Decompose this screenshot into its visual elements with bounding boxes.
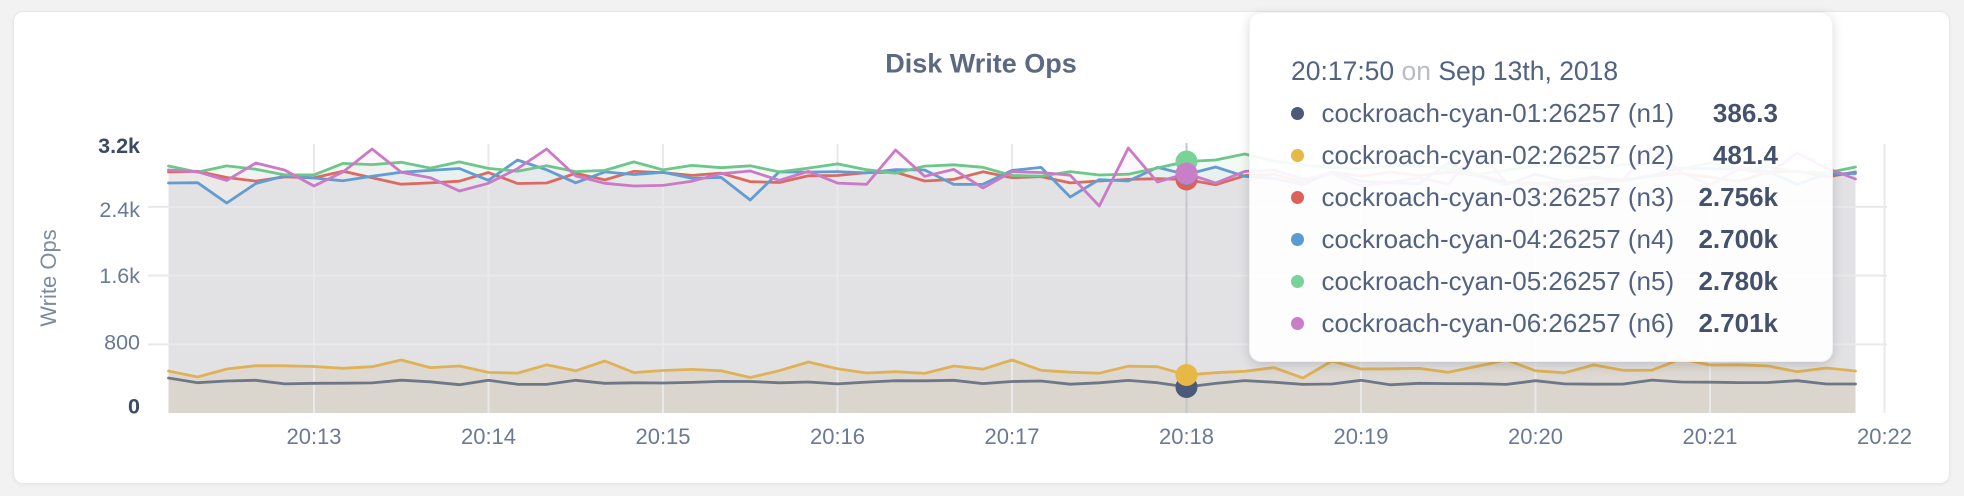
svg-text:20:16: 20:16 — [810, 424, 865, 449]
svg-text:1.6k: 1.6k — [99, 264, 140, 288]
svg-text:20:15: 20:15 — [635, 424, 690, 449]
svg-text:20:18: 20:18 — [1159, 424, 1214, 449]
svg-text:0: 0 — [128, 395, 140, 419]
svg-text:20:14: 20:14 — [461, 424, 516, 449]
svg-text:20:17: 20:17 — [984, 424, 1039, 449]
svg-text:Disk Write Ops: Disk Write Ops — [885, 49, 1077, 79]
svg-text:20:20: 20:20 — [1508, 424, 1563, 449]
svg-text:2.4k: 2.4k — [99, 198, 140, 222]
svg-text:20:13: 20:13 — [286, 424, 341, 449]
svg-text:3.2k: 3.2k — [98, 134, 140, 158]
svg-text:20:22: 20:22 — [1857, 424, 1912, 449]
svg-text:800: 800 — [104, 331, 140, 355]
svg-text:20:21: 20:21 — [1682, 424, 1737, 449]
svg-text:20:19: 20:19 — [1333, 424, 1388, 449]
svg-text:Write Ops: Write Ops — [36, 229, 61, 326]
